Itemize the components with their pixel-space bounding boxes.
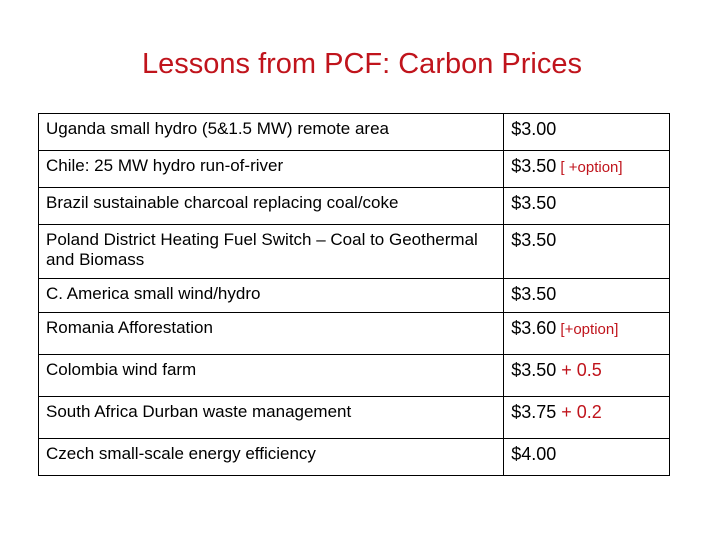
table-row: Poland District Heating Fuel Switch – Co… <box>37 224 670 279</box>
table-row: Brazil sustainable charcoal replacing co… <box>37 187 670 225</box>
carbon-prices-table: Uganda small hydro (5&1.5 MW) remote are… <box>37 113 670 476</box>
project-cell: South Africa Durban waste management <box>37 396 505 439</box>
price-value: $4.00 <box>511 444 557 464</box>
project-cell: Romania Afforestation <box>37 312 505 355</box>
price-cell: $3.00 <box>503 113 670 151</box>
project-cell: Uganda small hydro (5&1.5 MW) remote are… <box>37 113 505 151</box>
table-row: Chile: 25 MW hydro run-of-river $3.50 [ … <box>37 150 670 188</box>
price-value: $3.50 <box>511 230 557 250</box>
project-cell: Poland District Heating Fuel Switch – Co… <box>37 224 505 279</box>
price-cell: $3.60 [+option] <box>503 312 670 355</box>
price-cell: $3.50 <box>503 224 670 279</box>
project-cell: Brazil sustainable charcoal replacing co… <box>37 187 505 225</box>
table-row: South Africa Durban waste management $3.… <box>37 396 670 439</box>
price-value: $3.00 <box>511 119 557 139</box>
price-cell: $3.50 <box>503 278 670 313</box>
price-addition: + 0.2 <box>556 402 602 422</box>
price-value: $3.50 <box>511 193 557 213</box>
price-cell: $3.50 [ +option] <box>503 150 670 188</box>
price-cell: $3.75 + 0.2 <box>503 396 670 439</box>
project-cell: Chile: 25 MW hydro run-of-river <box>37 150 505 188</box>
table-row: Uganda small hydro (5&1.5 MW) remote are… <box>37 113 670 151</box>
price-addition: + 0.5 <box>556 360 602 380</box>
table-row: Romania Afforestation $3.60 [+option] <box>37 312 670 355</box>
table-row: Czech small-scale energy efficiency $4.0… <box>37 438 670 476</box>
project-cell: C. America small wind/hydro <box>37 278 505 313</box>
price-value: $3.75 <box>511 402 557 422</box>
price-value: $3.60 <box>511 318 557 338</box>
table-row: Colombia wind farm $3.50 + 0.5 <box>37 354 670 397</box>
price-value: $3.50 <box>511 360 557 380</box>
price-value: $3.50 <box>511 284 557 304</box>
price-cell: $4.00 <box>503 438 670 476</box>
slide-title: Lessons from PCF: Carbon Prices <box>142 48 582 80</box>
price-cell: $3.50 <box>503 187 670 225</box>
project-cell: Czech small-scale energy efficiency <box>37 438 505 476</box>
project-cell: Colombia wind farm <box>37 354 505 397</box>
price-cell: $3.50 + 0.5 <box>503 354 670 397</box>
price-option-note: [+option] <box>556 321 619 338</box>
table-row: C. America small wind/hydro $3.50 <box>37 278 670 313</box>
price-value: $3.50 <box>511 156 557 176</box>
price-option-note: [ +option] <box>556 159 623 176</box>
